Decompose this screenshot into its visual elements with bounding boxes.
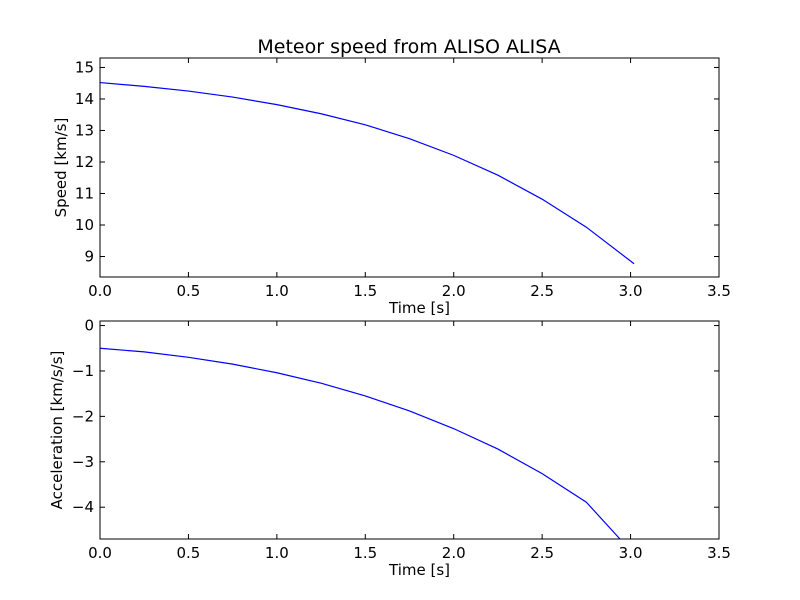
speed-x-tick-label: 0.5	[176, 282, 200, 300]
acceleration-y-axis-label: Acceleration [km/s/s]	[48, 351, 66, 510]
acceleration-y-tick-label: −2	[72, 407, 94, 425]
speed-x-tick-label: 2.0	[442, 282, 466, 300]
speed-y-tick-label: 11	[75, 184, 94, 202]
acceleration-x-tick-label: 0.5	[176, 544, 200, 562]
chart-title: Meteor speed from ALISO ALISA	[257, 36, 560, 58]
speed-x-tick-label: 3.5	[707, 282, 731, 300]
speed-x-tick-label: 1.0	[265, 282, 289, 300]
speed-axes-frame	[99, 57, 720, 278]
acceleration-panel: 0.0 0.5 1.0 1.5 2.0 2.5 3.0 3.5 0 −1 −2 −3 −4 Time [s…	[48, 317, 731, 579]
speed-y-tick-label: 13	[75, 121, 94, 139]
speed-x-axis-label: Time [s]	[388, 299, 450, 317]
speed-y-tick-label: 14	[75, 90, 94, 108]
acceleration-y-tick-label: −1	[72, 362, 94, 380]
speed-x-tick-label: 1.5	[353, 282, 377, 300]
acceleration-x-tick-label: 2.0	[442, 544, 466, 562]
speed-y-tick-label: 10	[75, 216, 94, 234]
speed-y-tick-label: 12	[75, 153, 94, 171]
acceleration-series-line	[99, 347, 621, 540]
speed-x-tick-label: 0.0	[88, 282, 112, 300]
acceleration-plot-area	[100, 321, 719, 539]
acceleration-x-tick-label: 1.0	[265, 544, 289, 562]
acceleration-y-tick-label: 0	[84, 317, 94, 335]
speed-series-line	[99, 81, 635, 265]
acceleration-x-tick-label: 0.0	[88, 544, 112, 562]
speed-y-tick-label: 9	[84, 248, 94, 266]
speed-panel: 0.0 0.5 1.0 1.5 2.0 2.5 3.0 3.5 9 10 11 12 13 14 15 Tim…	[52, 57, 731, 317]
acceleration-x-tick-label: 1.5	[353, 544, 377, 562]
speed-y-tick-label: 15	[75, 58, 94, 76]
acceleration-x-tick-label: 2.5	[530, 544, 554, 562]
speed-y-axis-label: Speed [km/s]	[52, 118, 70, 218]
speed-x-tick-label: 3.0	[619, 282, 643, 300]
acceleration-y-tick-label: −4	[72, 498, 94, 516]
speed-x-tick-label: 2.5	[530, 282, 554, 300]
acceleration-y-tick-label: −3	[72, 453, 94, 471]
acceleration-x-axis-label: Time [s]	[388, 561, 450, 579]
acceleration-axes-frame	[99, 320, 720, 540]
acceleration-x-tick-label: 3.5	[707, 544, 731, 562]
speed-plot-area	[100, 58, 719, 277]
acceleration-x-tick-label: 3.0	[619, 544, 643, 562]
